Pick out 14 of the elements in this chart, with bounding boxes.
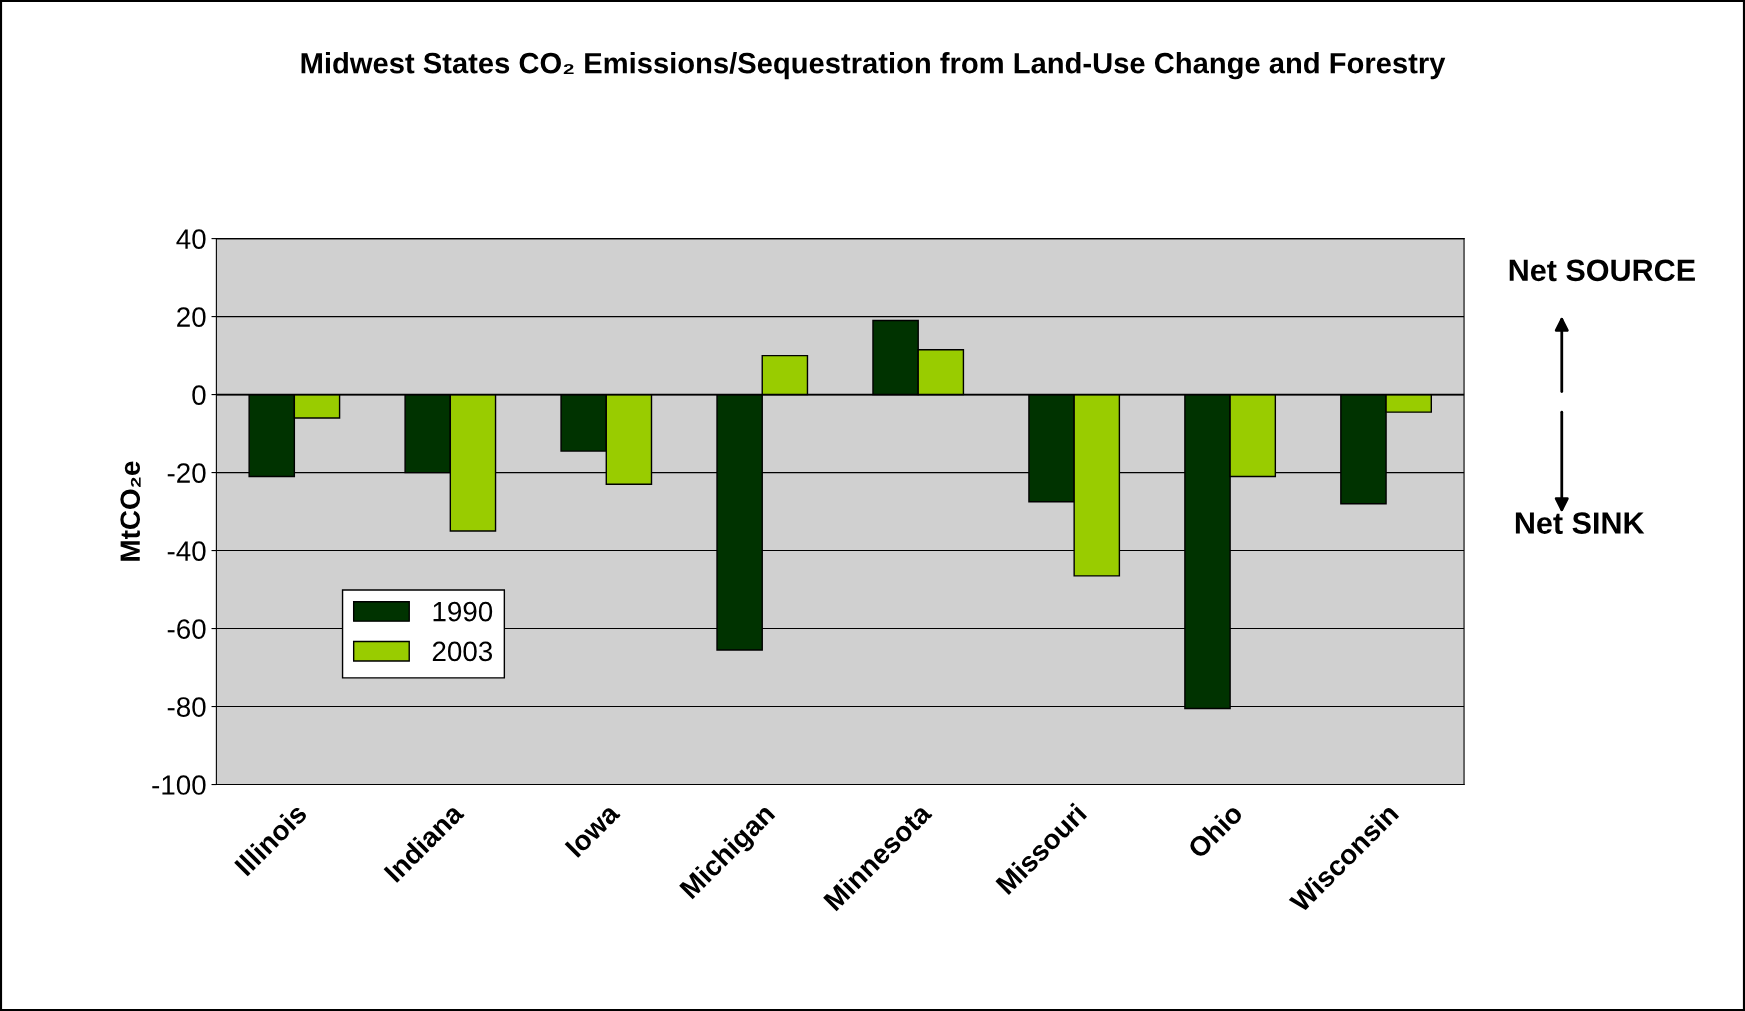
- y-tick-label: 20: [177, 307, 206, 327]
- y-tick-label: -60: [167, 619, 206, 639]
- y-tick-label: -100: [152, 775, 206, 795]
- y-axis-title: MtCO₂e: [120, 461, 141, 561]
- y-tick-label: -80: [167, 697, 206, 717]
- chart-title: Midwest States CO₂ Emissions/Sequestration from Land-Use Change and Forestry: [301, 52, 1446, 80]
- legend-label: 1990: [433, 601, 493, 622]
- y-tick-label: 40: [176, 229, 206, 249]
- y-tick-label: -20: [167, 463, 206, 483]
- legend-label: 2003: [432, 641, 493, 662]
- text: Net SOURCE: [1509, 259, 1695, 282]
- y-tick-label: 0: [192, 385, 206, 405]
- text: Net SINK: [1515, 512, 1645, 534]
- y-tick-label: -40: [167, 541, 206, 561]
